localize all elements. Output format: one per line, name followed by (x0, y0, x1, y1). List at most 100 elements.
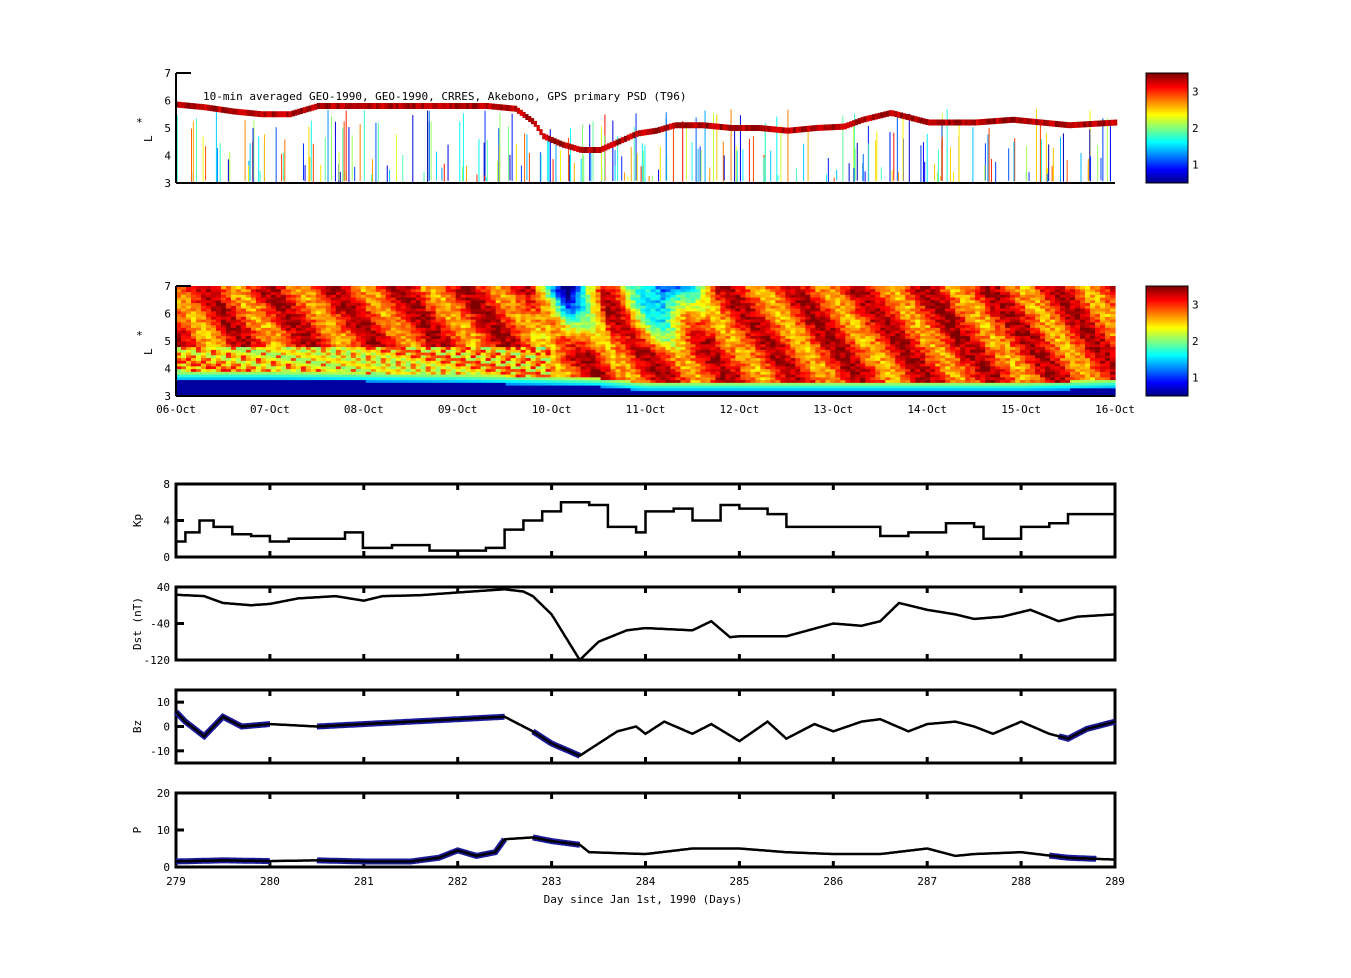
psd-track-cell (717, 124, 720, 130)
psd-track-cell (610, 142, 613, 148)
psd-track-cell (184, 102, 187, 108)
psd-track-cell (469, 103, 472, 109)
psd-track-cell (886, 111, 889, 117)
psd-track-cell (784, 128, 787, 134)
psd-track-cell (793, 127, 796, 133)
psd-track-cell (818, 125, 821, 131)
psd-track-cell (463, 103, 466, 109)
psd-track-cell (514, 106, 517, 112)
psd-track-cell (644, 129, 647, 135)
psd-track-cell (607, 143, 610, 149)
psd-track-cell (193, 103, 196, 109)
psd-cell (655, 286, 661, 289)
psd-cell (695, 286, 701, 289)
psd-cell (211, 286, 217, 289)
psd-track-cell (528, 116, 531, 122)
psd-track-cell (582, 147, 585, 153)
psd-track-cell (675, 122, 678, 128)
psd-track-cell (320, 103, 323, 109)
psd-track-cell (311, 105, 314, 111)
psd-track-cell (446, 103, 449, 109)
psd-track-cell (706, 123, 709, 129)
psd-track-cell (596, 147, 599, 153)
psd-track-cell (356, 103, 359, 109)
psd-cell (471, 286, 477, 289)
psd-track-cell (432, 103, 435, 109)
psd-cell (236, 286, 242, 289)
psd-cell (496, 286, 502, 289)
psd-cell (481, 286, 487, 289)
psd-cell (670, 286, 676, 289)
psd-track-cell (461, 103, 464, 109)
psd-track-cell (1080, 122, 1083, 128)
psd-track-cell (559, 141, 562, 147)
psd-cell (251, 286, 257, 289)
psd-track-cell (844, 123, 847, 129)
psd-track-cell (689, 122, 692, 128)
psd-cell (466, 286, 472, 289)
psd-track-cell (728, 125, 731, 131)
psd-track-cell (658, 127, 661, 133)
psd-cell (401, 286, 407, 289)
psd-track-cell (906, 114, 909, 120)
psd-track-cell (486, 103, 489, 109)
psd-track-cell (1114, 120, 1117, 126)
psd-track-cell (452, 103, 455, 109)
psd-track-cell (1027, 118, 1030, 124)
y-label-star: * (136, 116, 143, 129)
psd-track-cell (970, 120, 973, 126)
psd-track-cell (1072, 122, 1075, 128)
psd-track-cell (520, 110, 523, 116)
psd-track-cell (782, 127, 785, 133)
psd-track-cell (1106, 120, 1109, 126)
psd-track-cell (1032, 119, 1035, 125)
psd-cell (665, 286, 671, 289)
psd-track-cell (522, 112, 525, 118)
psd-cell (660, 286, 666, 289)
psd-track-cell (1024, 118, 1027, 124)
psd-track-cell (666, 124, 669, 130)
psd-track-cell (449, 103, 452, 109)
psd-track-cell (353, 103, 356, 109)
psd-track-cell (182, 102, 185, 108)
psd-track-cell (968, 120, 971, 126)
psd-cell (566, 286, 572, 289)
psd-track-cell (1061, 122, 1064, 128)
psd-cell (406, 286, 412, 289)
psd-cell (416, 286, 422, 289)
psd-track-cell (494, 104, 497, 110)
psd-track-cell (880, 112, 883, 118)
psd-track-cell (669, 124, 672, 130)
psd-cell (386, 286, 392, 289)
psd-track-cell (382, 103, 385, 109)
psd-cell (361, 286, 367, 289)
psd-track-cell (1052, 121, 1055, 127)
psd-track-cell (646, 129, 649, 135)
psd-track-cell (680, 122, 683, 128)
psd-track-cell (790, 127, 793, 133)
psd-track-cell (1049, 120, 1052, 126)
colorbar-tick-label: 2 (1192, 122, 1199, 135)
psd-track-cell (663, 125, 666, 131)
psd-track-cell (506, 105, 509, 111)
psd-track-cell (384, 103, 387, 109)
psd-track-cell (359, 103, 362, 109)
psd-cell (396, 286, 402, 289)
psd-track-cell (317, 103, 320, 109)
psd-track-cell (483, 103, 486, 109)
psd-cell (601, 286, 607, 289)
psd-track-cell (635, 131, 638, 137)
psd-track-cell (534, 121, 537, 127)
psd-track-cell (475, 103, 478, 109)
psd-track-cell (770, 126, 773, 132)
psd-cell (226, 286, 232, 289)
psd-cell (531, 286, 537, 289)
psd-cell (621, 286, 627, 289)
y-tick-label: 3 (164, 177, 171, 190)
psd-track-cell (920, 118, 923, 124)
psd-cell (326, 286, 332, 289)
psd-cell (371, 286, 377, 289)
psd-cell (261, 286, 267, 289)
psd-track-cell (387, 103, 390, 109)
psd-track-cell (500, 104, 503, 110)
